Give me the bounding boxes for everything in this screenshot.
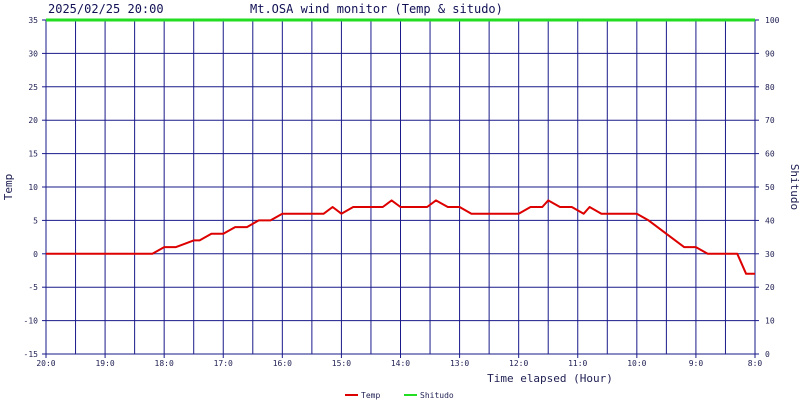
y-left-tick-label: 15 [28, 150, 38, 159]
y-right-tick-label: 10 [765, 317, 775, 326]
y-left-tick-label: 5 [33, 216, 38, 225]
x-tick-label: 17:0 [214, 359, 233, 368]
x-tick-label: 15:0 [332, 359, 351, 368]
x-tick-label: 10:0 [627, 359, 646, 368]
x-tick-label: 9:0 [689, 359, 704, 368]
x-axis-label: Time elapsed (Hour) [487, 372, 613, 385]
x-tick-label: 11:0 [568, 359, 587, 368]
x-tick-label: 13:0 [450, 359, 469, 368]
y-left-tick-label: -5 [28, 283, 38, 292]
y-right-tick-label: 70 [765, 116, 775, 125]
x-tick-label: 12:0 [509, 359, 528, 368]
legend: Temp Shitudo [345, 391, 454, 400]
y-right-tick-label: 60 [765, 150, 775, 159]
y-right-tick-label: 50 [765, 183, 775, 192]
y-left-tick-label: 30 [28, 49, 38, 58]
y-right-tick-label: 30 [765, 250, 775, 259]
y-right-tick-label: 100 [765, 16, 780, 25]
y-right-tick-label: 0 [765, 350, 770, 359]
y-left-tick-label: 10 [28, 183, 38, 192]
y-left-tick-label: -15 [24, 350, 39, 359]
legend-temp-label: Temp [361, 391, 380, 400]
y-axis-right-label: Shitudo [788, 164, 800, 210]
y-axis-left-label: Temp [2, 174, 15, 201]
x-tick-label: 14:0 [391, 359, 410, 368]
x-tick-label: 18:0 [155, 359, 174, 368]
x-tick-label: 16:0 [273, 359, 292, 368]
header-timestamp: 2025/02/25 20:00 [48, 2, 164, 16]
x-tick-label: 20:0 [36, 359, 55, 368]
x-tick-label: 8:0 [748, 359, 763, 368]
y-left-tick-label: 35 [28, 16, 38, 25]
chart-title: Mt.OSA wind monitor (Temp & situdo) [250, 2, 503, 16]
y-right-tick-label: 80 [765, 83, 775, 92]
axes: 35302520151050-5-10-15100908070605040302… [24, 16, 780, 368]
temp-series-line [46, 199, 755, 275]
y-left-tick-label: 25 [28, 83, 38, 92]
y-right-tick-label: 90 [765, 49, 775, 58]
y-left-tick-label: 20 [28, 116, 38, 125]
y-left-tick-label: -10 [24, 317, 39, 326]
legend-shitudo-label: Shitudo [420, 391, 454, 400]
y-right-tick-label: 20 [765, 283, 775, 292]
y-right-tick-label: 40 [765, 216, 775, 225]
series-lines [46, 18, 755, 275]
x-tick-label: 19:0 [95, 359, 114, 368]
y-left-tick-label: 0 [33, 250, 38, 259]
